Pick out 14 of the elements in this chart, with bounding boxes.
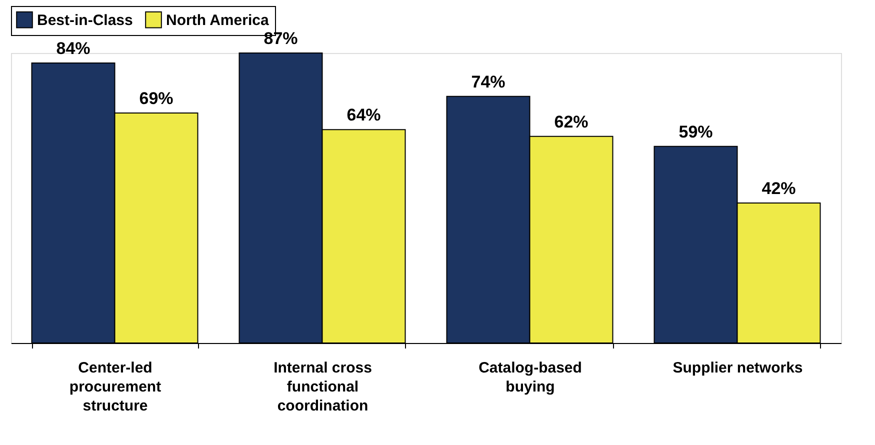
data-label: 74%: [471, 72, 506, 92]
x-tick-label: Internal cross functional coordination: [274, 360, 372, 414]
data-label: 64%: [346, 106, 381, 125]
data-label: 62%: [554, 112, 588, 132]
data-label: 87%: [264, 29, 298, 48]
data-label: 84%: [56, 39, 90, 58]
x-tick-label: Catalog-based buying: [478, 360, 582, 396]
x-tick-label: Supplier networks: [672, 360, 803, 376]
x-tick-label: Center-led procurement structure: [69, 360, 162, 414]
data-label: 42%: [762, 179, 796, 198]
data-label: 59%: [678, 122, 713, 142]
data-label: 69%: [139, 89, 174, 108]
legend-label: North America: [166, 12, 270, 29]
legend-label: Best-in-Class: [37, 12, 133, 29]
